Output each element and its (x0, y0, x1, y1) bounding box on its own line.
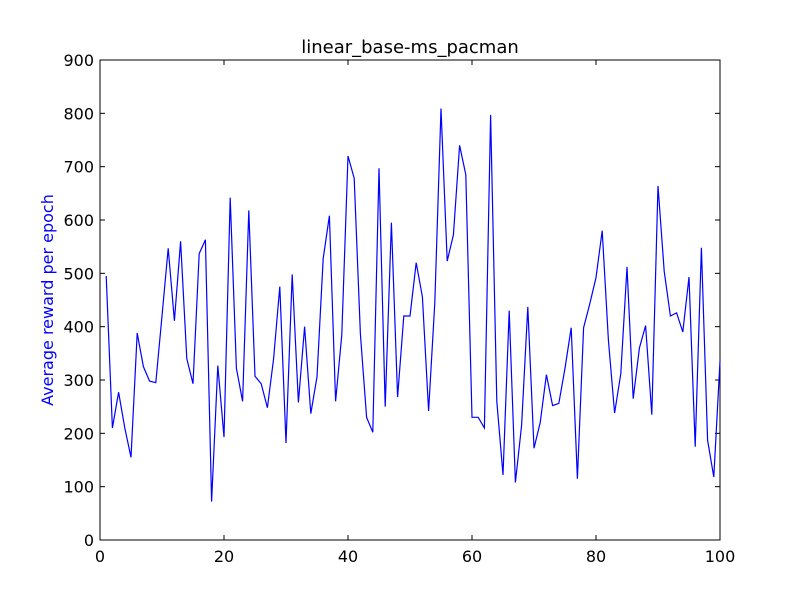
x-tick-label: 20 (214, 547, 234, 566)
y-tick-label: 100 (63, 478, 94, 497)
axis-tick-labels: 0 20 40 60 80 100 0 100 200 300 400 500 600 700 800 900 (63, 51, 735, 566)
y-tick-label: 900 (63, 51, 94, 70)
y-tick-label: 200 (63, 424, 94, 443)
y-tick-label: 500 (63, 264, 94, 283)
y-tick-label: 800 (63, 104, 94, 123)
y-tick-label: 0 (84, 531, 94, 550)
x-tick-label: 80 (586, 547, 606, 566)
y-tick-label: 300 (63, 371, 94, 390)
y-axis-label: Average reward per epoch (38, 194, 57, 406)
x-tick-label: 60 (462, 547, 482, 566)
plot-area (99, 59, 721, 541)
y-tick-label: 600 (63, 211, 94, 230)
y-tick-label: 700 (63, 158, 94, 177)
y-tick-label: 400 (63, 318, 94, 337)
x-tick-label: 40 (338, 547, 358, 566)
chart-title: linear_base-ms_pacman (301, 37, 519, 58)
x-tick-label: 100 (705, 547, 736, 566)
series-line (105, 108, 721, 502)
axis-ticks (99, 59, 721, 541)
x-tick-label: 0 (95, 547, 105, 566)
